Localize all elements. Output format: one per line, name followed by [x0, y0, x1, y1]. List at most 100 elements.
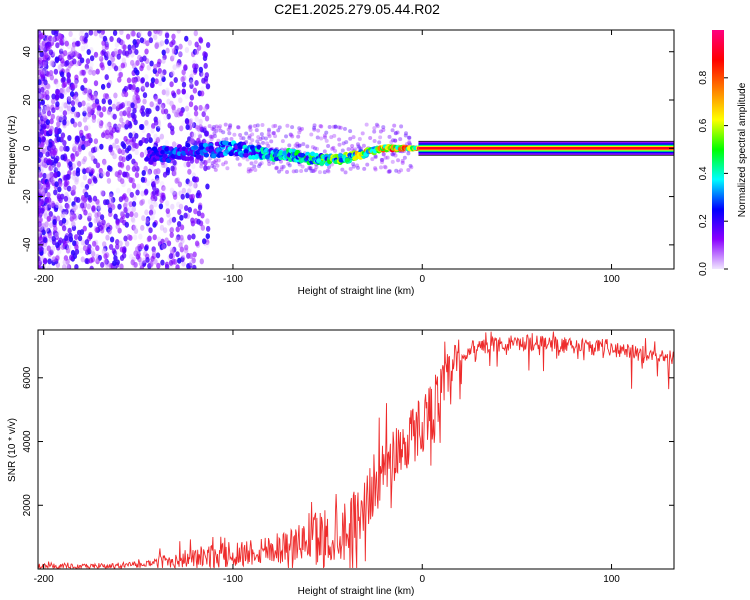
- noise-speckle: [102, 35, 108, 42]
- noise-speckle: [280, 139, 285, 144]
- noise-speckle: [41, 148, 47, 155]
- noise-speckle: [119, 263, 124, 269]
- noise-speckle: [273, 134, 278, 139]
- noise-speckle: [96, 30, 102, 34]
- noise-speckle: [246, 167, 251, 172]
- noise-speckle: [199, 90, 205, 97]
- noise-speckle: [227, 131, 232, 136]
- noise-speckle: [73, 95, 79, 102]
- noise-speckle: [72, 170, 77, 177]
- noise-speckle: [136, 251, 141, 258]
- noise-speckle: [82, 245, 88, 252]
- noise-speckle: [140, 85, 145, 92]
- noise-speckle: [144, 209, 149, 216]
- noise-speckle: [41, 111, 47, 118]
- noise-speckle: [407, 135, 412, 140]
- noise-speckle: [99, 55, 104, 62]
- noise-speckle: [202, 51, 207, 58]
- noise-speckle: [62, 259, 67, 266]
- noise-speckle: [254, 128, 259, 133]
- noise-speckle: [372, 129, 377, 134]
- noise-speckle: [83, 36, 88, 43]
- noise-speckle: [277, 125, 282, 130]
- noise-speckle: [181, 88, 186, 95]
- noise-speckle: [342, 126, 347, 131]
- noise-speckle: [99, 143, 104, 150]
- noise-speckle: [322, 170, 327, 175]
- noise-speckle: [50, 61, 55, 68]
- noise-speckle: [103, 258, 108, 265]
- noise-speckle: [106, 108, 112, 115]
- noise-speckle: [47, 159, 53, 166]
- noise-speckle: [253, 168, 258, 173]
- noise-speckle: [400, 158, 405, 163]
- noise-speckle: [365, 162, 370, 167]
- noise-speckle: [50, 36, 56, 43]
- noise-speckle: [57, 65, 63, 72]
- noise-speckle: [55, 42, 60, 49]
- noise-speckle: [81, 158, 86, 165]
- noise-speckle: [38, 230, 41, 237]
- noise-speckle: [131, 166, 137, 173]
- noise-speckle: [48, 202, 53, 209]
- noise-speckle: [183, 64, 188, 71]
- noise-speckle: [238, 133, 243, 138]
- noise-speckle: [111, 127, 117, 134]
- noise-speckle: [226, 127, 231, 132]
- noise-speckle: [217, 125, 222, 130]
- noise-speckle: [246, 169, 251, 174]
- spectrogram-frame: [37, 29, 675, 270]
- signal-blob: [193, 145, 199, 151]
- noise-speckle: [178, 242, 183, 249]
- noise-speckle: [135, 189, 140, 196]
- noise-speckle: [400, 160, 405, 165]
- noise-speckle: [199, 127, 204, 132]
- noise-speckle: [88, 30, 94, 36]
- noise-speckle: [260, 135, 265, 140]
- noise-speckle: [38, 166, 42, 173]
- noise-speckle: [177, 257, 182, 264]
- noise-speckle: [188, 101, 194, 108]
- noise-speckle: [153, 258, 158, 265]
- noise-speckle: [193, 110, 199, 117]
- noise-speckle: [69, 91, 75, 98]
- spectrogram-marks: [38, 30, 674, 269]
- noise-speckle: [87, 215, 92, 222]
- noise-speckle: [249, 161, 254, 166]
- noise-speckle: [86, 247, 91, 254]
- noise-speckle: [298, 127, 303, 132]
- noise-speckle: [387, 169, 392, 174]
- noise-speckle: [48, 128, 53, 135]
- noise-speckle: [84, 63, 90, 70]
- noise-speckle: [314, 165, 319, 170]
- noise-speckle: [257, 164, 262, 169]
- noise-speckle: [65, 258, 70, 265]
- noise-speckle: [112, 30, 118, 36]
- noise-speckle: [101, 49, 106, 56]
- noise-speckle: [65, 203, 71, 210]
- noise-speckle: [324, 138, 329, 143]
- noise-speckle: [131, 136, 137, 143]
- noise-speckle: [68, 30, 73, 37]
- noise-speckle: [144, 119, 149, 126]
- noise-speckle: [144, 74, 149, 81]
- noise-speckle: [267, 162, 272, 167]
- noise-speckle: [402, 155, 407, 160]
- noise-speckle: [102, 159, 107, 166]
- noise-speckle: [38, 207, 42, 214]
- noise-speckle: [50, 98, 56, 105]
- snr-x-tick-label: -100: [223, 574, 243, 585]
- noise-speckle: [120, 149, 126, 156]
- noise-speckle: [206, 165, 211, 170]
- noise-speckle: [136, 32, 141, 39]
- noise-speckle: [132, 107, 137, 114]
- noise-speckle: [40, 68, 45, 75]
- noise-speckle: [41, 161, 46, 168]
- noise-speckle: [135, 165, 140, 172]
- noise-speckle: [205, 103, 210, 110]
- noise-speckle: [51, 93, 56, 100]
- noise-speckle: [48, 165, 53, 172]
- noise-speckle: [124, 221, 130, 228]
- carrier-band: [418, 146, 674, 150]
- noise-speckle: [407, 141, 412, 146]
